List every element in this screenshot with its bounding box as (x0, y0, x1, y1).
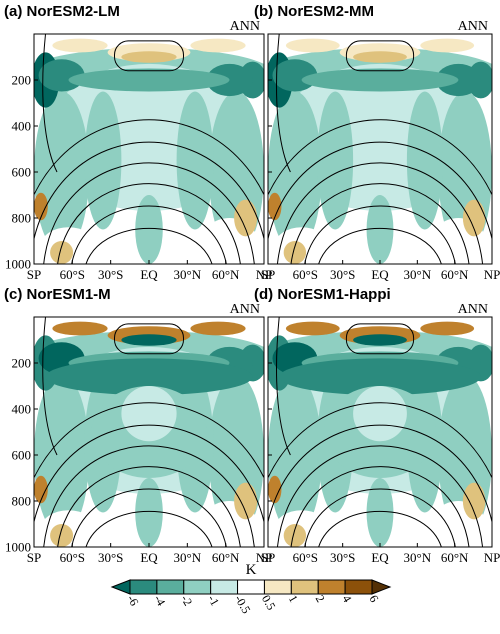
panel-c-field (34, 317, 264, 547)
panel-b-field (268, 34, 492, 264)
y-tick-label: 400 (12, 119, 32, 134)
colorbar-label: -2 (178, 593, 195, 609)
x-tick-label: 60°N (212, 267, 240, 282)
panel-b-annotation: ANN (458, 19, 488, 34)
panel-a-contours (34, 34, 264, 264)
y-tick-label: 800 (12, 211, 32, 226)
colorbar-swatch (129, 579, 158, 595)
x-tick-label: 60°N (441, 550, 469, 565)
panel-a: (a) NorESM2-LM ANN 200 400 600 800 1000 SP 60°S… (0, 0, 272, 282)
x-tick-label: 60°N (212, 550, 240, 565)
colorbar-label: -1 (205, 593, 222, 609)
y-tick-label: 1000 (5, 257, 31, 272)
panel-c: (c) NorESM1-M ANN 200 400 600 800 1000 SP 60°S 3… (0, 283, 272, 565)
x-tick-label: 30°N (404, 550, 432, 565)
y-tick-label: 600 (12, 165, 32, 180)
x-tick-label: SP (27, 550, 41, 565)
x-tick-label: 60°S (293, 550, 318, 565)
x-tick-label: SP (261, 550, 275, 565)
colorbar-swatch (290, 579, 319, 595)
x-tick-label: 30°S (330, 267, 355, 282)
y-tick-label: 800 (12, 494, 32, 509)
x-tick-label: 30°N (404, 267, 432, 282)
colorbar-label: -0.5 (232, 593, 254, 616)
colorbar-label: 0.5 (259, 593, 279, 613)
x-tick-label: 30°N (174, 550, 202, 565)
x-tick-label: EQ (140, 550, 158, 565)
y-tick-label: 400 (12, 402, 32, 417)
x-tick-label: NP (256, 550, 273, 565)
x-tick-label: 30°S (98, 550, 123, 565)
panel-b: (b) NorESM2-MM ANN SP 60°S 30°S EQ 30°N 60°N NP (250, 0, 500, 282)
x-tick-label: 30°N (174, 267, 202, 282)
x-tick-label: EQ (371, 550, 389, 565)
panel-d-contours (268, 317, 492, 547)
x-tick-label: 30°S (98, 267, 123, 282)
y-tick-label: 1000 (5, 540, 31, 555)
x-tick-label: SP (261, 267, 275, 282)
x-tick-label: 60°N (441, 267, 469, 282)
colorbar-svg: K-6 -4 -2 -1 -0.5 0.5 1 2 4 6 (110, 562, 392, 616)
x-tick-label: NP (256, 267, 273, 282)
panel-a-annotation: ANN (230, 19, 260, 34)
x-tick-label: NP (484, 267, 500, 282)
colorbar-swatch (156, 579, 185, 595)
y-tick-label: 600 (12, 448, 32, 463)
panel-c-title: (c) NorESM1-M (4, 286, 111, 303)
panel-c-annotation: ANN (230, 302, 260, 317)
colorbar-swatch (371, 579, 392, 595)
panel-d-annotation: ANN (458, 302, 488, 317)
colorbar-swatch (183, 579, 212, 595)
panel-d: (d) NorESM1-Happi ANN SP 60°S 30°S EQ 30°N 60°… (250, 283, 500, 565)
colorbar-swatch (263, 579, 292, 595)
panel-d-field (268, 317, 492, 547)
colorbar-swatch (237, 579, 265, 595)
x-tick-label: 60°S (60, 550, 85, 565)
colorbar-swatch (110, 579, 131, 595)
colorbar-swatch (317, 579, 346, 595)
panel-b-title: (b) NorESM2-MM (254, 3, 374, 20)
panel-a-field (34, 34, 264, 264)
colorbar: K -6 -4 -2 -1 -0.5 0.5 1 2 4 6 (0, 560, 500, 629)
colorbar-label: -4 (151, 593, 168, 609)
panel-b-contours (268, 34, 492, 264)
panel-b-plot: ANN SP 60°S 30°S EQ 30°N 60°N NP (261, 19, 500, 282)
colorbar-unit: K (246, 562, 257, 578)
x-tick-label: SP (27, 267, 41, 282)
colorbar-label: -6 (124, 593, 141, 609)
panel-d-title: (d) NorESM1-Happi (254, 286, 391, 303)
panel-a-title: (a) NorESM2-LM (4, 3, 120, 20)
colorbar-swatch (210, 579, 239, 595)
x-tick-label: NP (484, 550, 500, 565)
colorbar-swatch (344, 579, 373, 595)
x-tick-label: 60°S (293, 267, 318, 282)
x-tick-label: 30°S (330, 550, 355, 565)
x-tick-label: EQ (140, 267, 158, 282)
x-tick-label: 60°S (60, 267, 85, 282)
x-tick-label: EQ (371, 267, 389, 282)
panel-d-plot: ANN SP 60°S 30°S EQ 30°N 60°N NP (261, 302, 500, 565)
y-tick-label: 200 (12, 73, 32, 88)
y-tick-label: 200 (12, 356, 32, 371)
panel-c-contours (34, 317, 264, 547)
